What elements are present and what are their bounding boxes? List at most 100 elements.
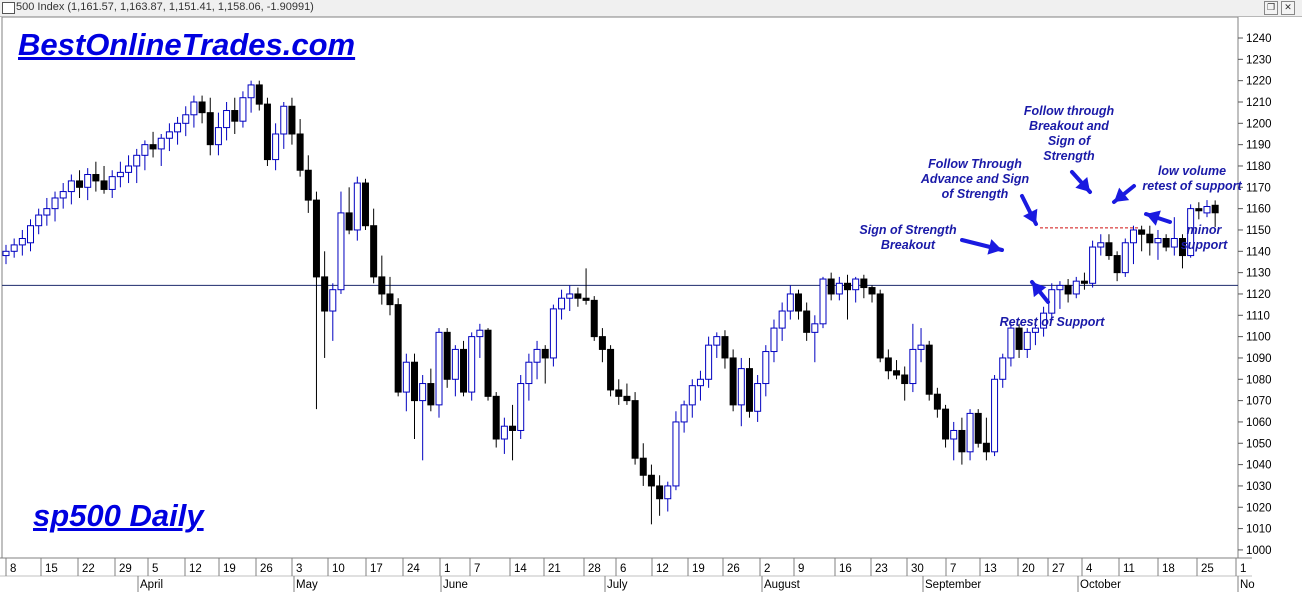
candle-body — [705, 344, 713, 380]
y-tick-label: 1180 — [1246, 161, 1271, 173]
y-tick-label: 1020 — [1246, 502, 1272, 514]
candle-body — [574, 293, 582, 299]
annotation-follow-through-breakout: Follow through Breakout and Sign of Strengt… — [1023, 104, 1115, 163]
candle-body — [876, 293, 884, 359]
y-tick-label: 1010 — [1246, 524, 1272, 536]
candle-body — [484, 329, 492, 397]
y-tick-label: 1170 — [1246, 182, 1271, 194]
candle-body — [1040, 312, 1048, 329]
site-brand[interactable]: BestOnlineTrades.com — [18, 27, 356, 62]
x-tick-label: 19 — [223, 563, 236, 575]
y-tick-label: 1030 — [1246, 481, 1272, 493]
candle-body — [884, 357, 892, 372]
x-tick-label: 28 — [588, 563, 601, 575]
candle-body — [116, 171, 124, 178]
candle-body — [696, 378, 704, 387]
x-tick-label: 15 — [45, 563, 58, 575]
close-icon[interactable]: ✕ — [1281, 1, 1295, 15]
candle-body — [1015, 327, 1023, 350]
y-tick-label: 1140 — [1246, 246, 1271, 258]
month-label: April — [140, 579, 163, 591]
arrow-retest-of-support-head — [1032, 282, 1047, 298]
candle-body — [1195, 208, 1203, 212]
candle-body — [672, 421, 680, 487]
candle-body — [76, 180, 84, 188]
x-tick-label: 29 — [119, 563, 132, 575]
candle-body — [263, 103, 271, 161]
y-tick-label: 1240 — [1246, 33, 1272, 45]
x-tick-label: 23 — [875, 563, 888, 575]
x-tick-label: 17 — [370, 563, 383, 575]
annotation-retest-of-support: Retest of Support — [999, 315, 1105, 329]
x-tick-label: 14 — [514, 563, 527, 575]
candle-body — [402, 361, 410, 393]
candle-body — [1031, 327, 1039, 333]
x-tick-label: 24 — [407, 563, 420, 575]
y-tick-label: 1160 — [1246, 204, 1271, 216]
candle-body — [999, 357, 1007, 380]
arrow-minor-support — [1144, 210, 1172, 226]
candle-body — [345, 212, 353, 231]
annotation-sign-of-strength-breakout: Sign of Strength Breakout — [859, 223, 957, 252]
candle-body — [435, 331, 443, 406]
candle-body — [974, 412, 982, 444]
month-label: July — [607, 579, 628, 591]
candle-body — [1064, 284, 1072, 295]
candle-body — [737, 368, 745, 406]
candle-body — [721, 336, 729, 359]
x-tick-label: 7 — [474, 563, 480, 575]
candle-body — [852, 278, 860, 291]
candle-body — [296, 133, 304, 171]
candle-body — [394, 304, 402, 393]
candle-body — [419, 383, 427, 402]
restore-icon[interactable]: ❐ — [1264, 1, 1278, 15]
x-tick-label: 10 — [332, 563, 345, 575]
candle-body — [1187, 208, 1195, 257]
candle-body — [827, 278, 835, 295]
candle-body — [639, 457, 647, 476]
annotation-follow-through-advance: Follow Through Advance and Sign of Strengt… — [920, 157, 1030, 201]
candle-body — [966, 412, 974, 453]
candle-body — [125, 165, 133, 173]
candle-body — [607, 348, 615, 391]
candle-body — [770, 327, 778, 353]
candle-body — [745, 368, 753, 412]
candle-body — [1097, 242, 1105, 248]
x-tick-label: 22 — [82, 563, 95, 575]
x-tick-label: 13 — [984, 563, 997, 575]
candle-body — [1056, 284, 1064, 291]
candle-body — [933, 393, 941, 410]
x-tick-label: 8 — [10, 563, 16, 575]
x-tick-label: 12 — [189, 563, 202, 575]
candle-body — [239, 97, 247, 122]
candle-body — [835, 282, 843, 295]
x-tick-label: 20 — [1022, 563, 1035, 575]
candle-body — [100, 180, 108, 190]
candle-body — [1072, 280, 1080, 295]
candle-body — [582, 297, 590, 301]
candle-body — [509, 425, 517, 431]
candle-body — [1113, 255, 1121, 274]
candle-body — [566, 293, 574, 299]
candle-body — [411, 361, 418, 402]
arrow-low-volume-retest — [1112, 184, 1136, 204]
candle-body — [844, 282, 852, 291]
candle-body — [754, 383, 762, 412]
x-tick-label: 11 — [1123, 563, 1135, 575]
candle-body — [182, 114, 190, 124]
y-tick-label: 1100 — [1246, 332, 1271, 344]
y-tick-label: 1150 — [1246, 225, 1271, 237]
x-tick-label: 26 — [727, 563, 740, 575]
arrow-breakout — [960, 238, 1004, 255]
candle-body — [541, 348, 549, 359]
x-tick-label: 27 — [1052, 563, 1065, 575]
candle-body — [370, 225, 378, 278]
candle-body — [950, 429, 958, 440]
arrow-retest-of-support — [1030, 280, 1050, 304]
candle-body — [688, 385, 696, 406]
candle-body — [1089, 246, 1097, 284]
candle-body — [549, 308, 557, 359]
candle-body — [1146, 233, 1154, 244]
candle-body — [1203, 206, 1211, 214]
candle-body — [1211, 204, 1219, 214]
